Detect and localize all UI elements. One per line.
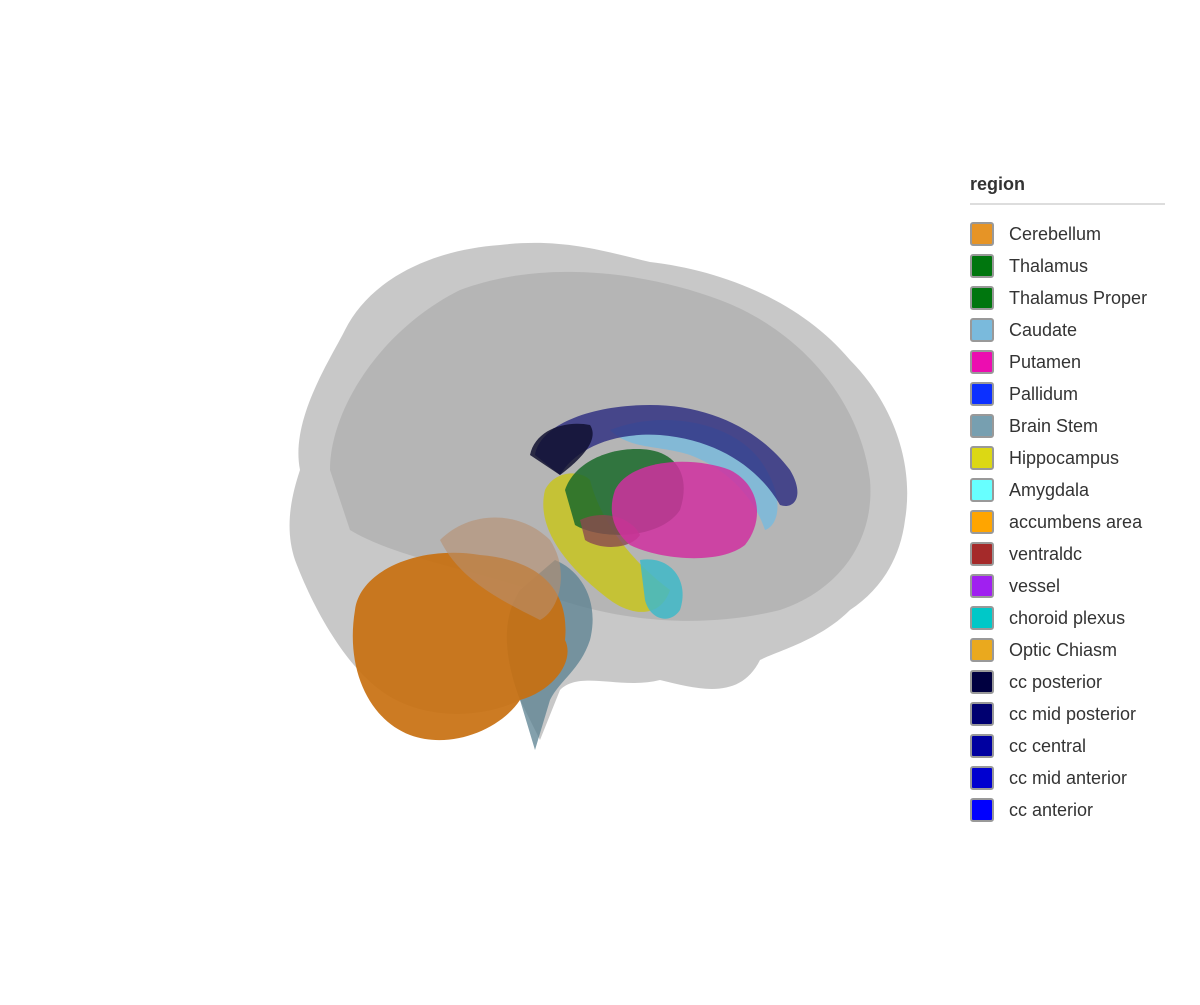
legend-item[interactable]: vessel [970,570,1165,602]
legend-label: Brain Stem [1009,415,1099,436]
legend-label: Hippocampus [1009,447,1120,468]
legend-swatch [970,670,994,694]
legend-swatch [970,734,994,758]
legend-item[interactable]: Optic Chiasm [970,634,1165,666]
legend-swatch [970,446,994,470]
legend-label: cc anterior [1009,799,1094,820]
corpus-callosum-mesh [535,405,798,506]
legend-item[interactable]: choroid plexus [970,602,1165,634]
legend-item[interactable]: Cerebellum [970,218,1165,250]
legend-label: vessel [1009,575,1061,596]
legend-label: Pallidum [1009,383,1079,404]
legend-swatch [970,638,994,662]
legend-label: cc posterior [1009,671,1103,692]
amygdala-mesh [640,559,683,619]
legend-swatch [970,318,994,342]
legend-swatch [970,478,994,502]
legend-item[interactable]: cc anterior [970,794,1165,826]
legend-label: Thalamus Proper [1009,287,1148,308]
legend-swatch [970,254,994,278]
legend-list: Cerebellum Thalamus Thalamus Proper Caudate… [970,218,1165,826]
legend-item[interactable]: Thalamus [970,250,1165,282]
legend-label: Optic Chiasm [1009,639,1118,660]
legend-label: Cerebellum [1009,223,1102,244]
legend-label: Putamen [1009,351,1082,372]
legend-label: Amygdala [1009,479,1090,500]
legend-label: cc mid posterior [1009,703,1137,724]
legend-swatch [970,798,994,822]
legend-item[interactable]: Putamen [970,346,1165,378]
legend-item[interactable]: cc mid anterior [970,762,1165,794]
legend-swatch [970,382,994,406]
legend-label: Thalamus [1009,255,1089,276]
legend-item[interactable]: Hippocampus [970,442,1165,474]
legend-item[interactable]: Amygdala [970,474,1165,506]
legend-item[interactable]: Caudate [970,314,1165,346]
legend-label: Caudate [1009,319,1078,340]
legend-item[interactable]: cc central [970,730,1165,762]
putamen-mesh [611,461,757,559]
legend-swatch [970,606,994,630]
legend-item[interactable]: cc mid posterior [970,698,1165,730]
legend-swatch [970,414,994,438]
legend-label: choroid plexus [1009,607,1126,628]
legend-item[interactable]: Brain Stem [970,410,1165,442]
legend-label: ventraldc [1009,543,1083,564]
legend-swatch [970,574,994,598]
brain-3d-scene[interactable] [0,0,940,1000]
legend-title: region [970,174,1165,205]
legend-item[interactable]: cc posterior [970,666,1165,698]
legend-swatch [970,766,994,790]
legend-swatch [970,222,994,246]
legend-item[interactable]: Thalamus Proper [970,282,1165,314]
legend-swatch [970,350,994,374]
legend-swatch [970,542,994,566]
legend-swatch [970,286,994,310]
legend: region Cerebellum Thalamus Thalamus Proper… [970,174,1165,826]
legend-item[interactable]: Pallidum [970,378,1165,410]
cc-posterior-mesh [530,423,593,475]
legend-label: cc mid anterior [1009,767,1128,788]
legend-label: accumbens area [1009,511,1143,532]
legend-item[interactable]: accumbens area [970,506,1165,538]
legend-label: cc central [1009,735,1087,756]
legend-item[interactable]: ventraldc [970,538,1165,570]
legend-swatch [970,702,994,726]
cerebellum-upper-mesh [440,517,561,620]
legend-swatch [970,510,994,534]
